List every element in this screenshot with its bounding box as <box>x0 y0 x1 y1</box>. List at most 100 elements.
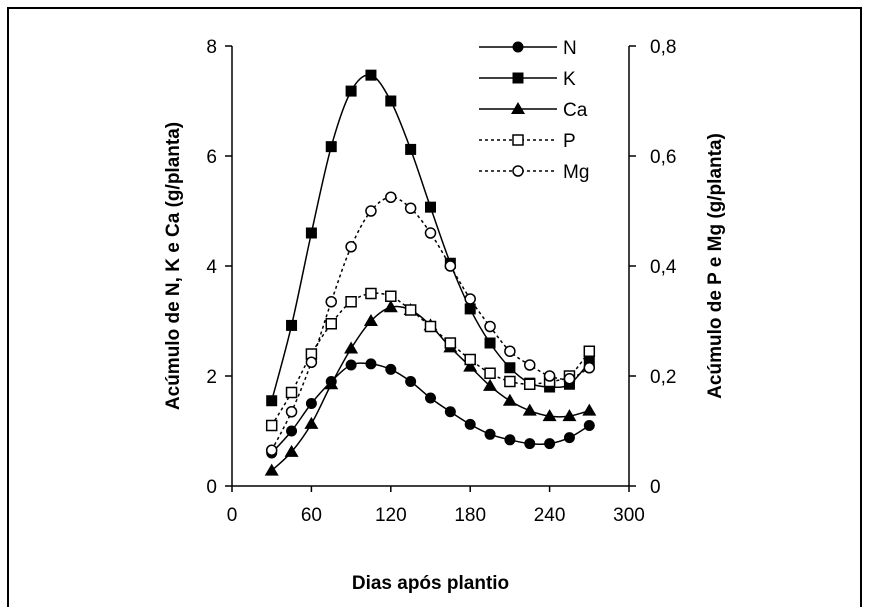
data-point-n <box>286 425 298 437</box>
data-point-n <box>405 376 417 387</box>
data-point-p <box>345 296 357 308</box>
right-y-tick-label: 0 <box>650 477 661 498</box>
left-y-axis-title: Acúmulo de N, K e Ca (g/planta) <box>163 122 184 410</box>
data-point-mg <box>484 320 496 333</box>
data-point-k <box>325 141 337 153</box>
data-point-ca <box>344 341 359 354</box>
data-point-k <box>405 143 417 155</box>
left-y-tick-label: 6 <box>206 147 217 168</box>
legend-marker-ca <box>511 102 525 114</box>
data-point-ca <box>562 409 577 422</box>
data-point-p <box>365 287 377 300</box>
data-point-p <box>424 320 437 333</box>
data-point-p <box>524 378 536 390</box>
data-point-mg <box>524 359 536 371</box>
series-line-p <box>271 292 590 426</box>
legend-label-k: K <box>563 69 576 90</box>
data-point-mg <box>345 241 357 253</box>
data-point-mg <box>444 260 457 272</box>
data-point-mg <box>385 191 397 203</box>
left-y-tick-label: 2 <box>206 367 217 388</box>
data-point-ca <box>502 393 517 406</box>
data-point-k <box>365 69 377 81</box>
data-point-ca <box>463 359 478 372</box>
data-point-mg <box>325 296 337 308</box>
data-point-p <box>464 353 476 366</box>
data-point-n <box>583 420 595 431</box>
data-point-n <box>464 418 476 430</box>
data-point-k <box>305 227 317 239</box>
data-point-ca <box>284 444 299 457</box>
legend-marker-mg <box>512 165 524 177</box>
data-point-mg <box>424 227 437 239</box>
data-point-mg <box>265 444 278 456</box>
data-point-ca <box>542 409 557 422</box>
right-y-axis-title: Acúmulo de P e Mg (g/planta) <box>705 133 726 399</box>
data-point-p <box>325 318 337 330</box>
x-tick-label: 60 <box>301 505 322 526</box>
data-point-p <box>484 367 496 379</box>
data-point-n <box>563 432 575 444</box>
data-point-mg <box>464 293 476 305</box>
legend-marker-k <box>512 72 524 84</box>
data-point-n <box>365 358 377 370</box>
data-point-k <box>345 85 357 97</box>
left-y-tick-label: 0 <box>206 477 217 498</box>
data-point-n <box>484 428 496 440</box>
data-point-k <box>425 201 436 213</box>
data-point-k <box>385 95 397 107</box>
legend-marker-p <box>512 134 524 146</box>
data-point-p <box>265 419 278 432</box>
legend-marker-n <box>512 41 524 53</box>
data-point-p <box>285 386 298 399</box>
data-point-ca <box>363 314 378 326</box>
data-point-mg <box>365 205 377 217</box>
data-point-p <box>444 337 457 349</box>
data-point-mg <box>563 373 576 385</box>
right-y-tick-label: 0,2 <box>650 367 676 388</box>
data-point-ca <box>264 463 279 476</box>
data-point-mg <box>305 356 318 368</box>
data-point-ca <box>582 403 597 416</box>
data-point-n <box>524 438 536 450</box>
data-point-p <box>583 345 596 357</box>
data-point-ca <box>483 378 498 391</box>
x-axis-title: Dias após plantio <box>352 573 509 594</box>
data-point-p <box>404 304 417 316</box>
data-point-n <box>305 398 317 409</box>
data-point-mg <box>543 370 556 382</box>
right-y-tick-label: 0,8 <box>650 37 676 58</box>
data-point-ca <box>304 416 319 429</box>
data-point-ca <box>383 300 398 313</box>
left-y-tick-label: 8 <box>206 37 217 58</box>
data-point-k <box>484 337 496 349</box>
x-tick-label: 180 <box>454 505 486 526</box>
data-point-p <box>385 290 397 302</box>
data-point-k <box>464 303 476 315</box>
x-tick-label: 0 <box>227 505 238 526</box>
data-point-n <box>385 363 397 375</box>
legend-label-p: P <box>563 131 576 152</box>
data-point-n <box>444 406 456 418</box>
data-point-mg <box>404 202 417 214</box>
chart-frame: 0 60 120 180 240 300 0 2 4 6 8 0 0,2 0,4 0,6 0,8 N K Ca P M… <box>7 7 862 607</box>
legend: NK Ca P Mg <box>479 38 589 183</box>
legend-label-mg: Mg <box>563 162 589 183</box>
right-y-tick-label: 0,6 <box>650 147 676 168</box>
x-tick-label: 300 <box>613 505 645 526</box>
data-point-p <box>504 375 516 388</box>
data-point-mg <box>285 406 298 418</box>
data-point-n <box>425 392 436 404</box>
x-tick-label: 120 <box>375 505 407 526</box>
data-point-ca <box>324 377 339 390</box>
data-point-ca <box>522 403 537 416</box>
data-point-n <box>544 438 556 450</box>
data-point-mg <box>504 345 516 357</box>
data-point-k <box>504 362 516 374</box>
data-point-k <box>286 319 298 331</box>
legend-label-n: N <box>563 38 577 59</box>
x-tick-label: 240 <box>534 505 566 526</box>
series-lines <box>270 74 590 472</box>
data-point-k <box>266 395 278 407</box>
